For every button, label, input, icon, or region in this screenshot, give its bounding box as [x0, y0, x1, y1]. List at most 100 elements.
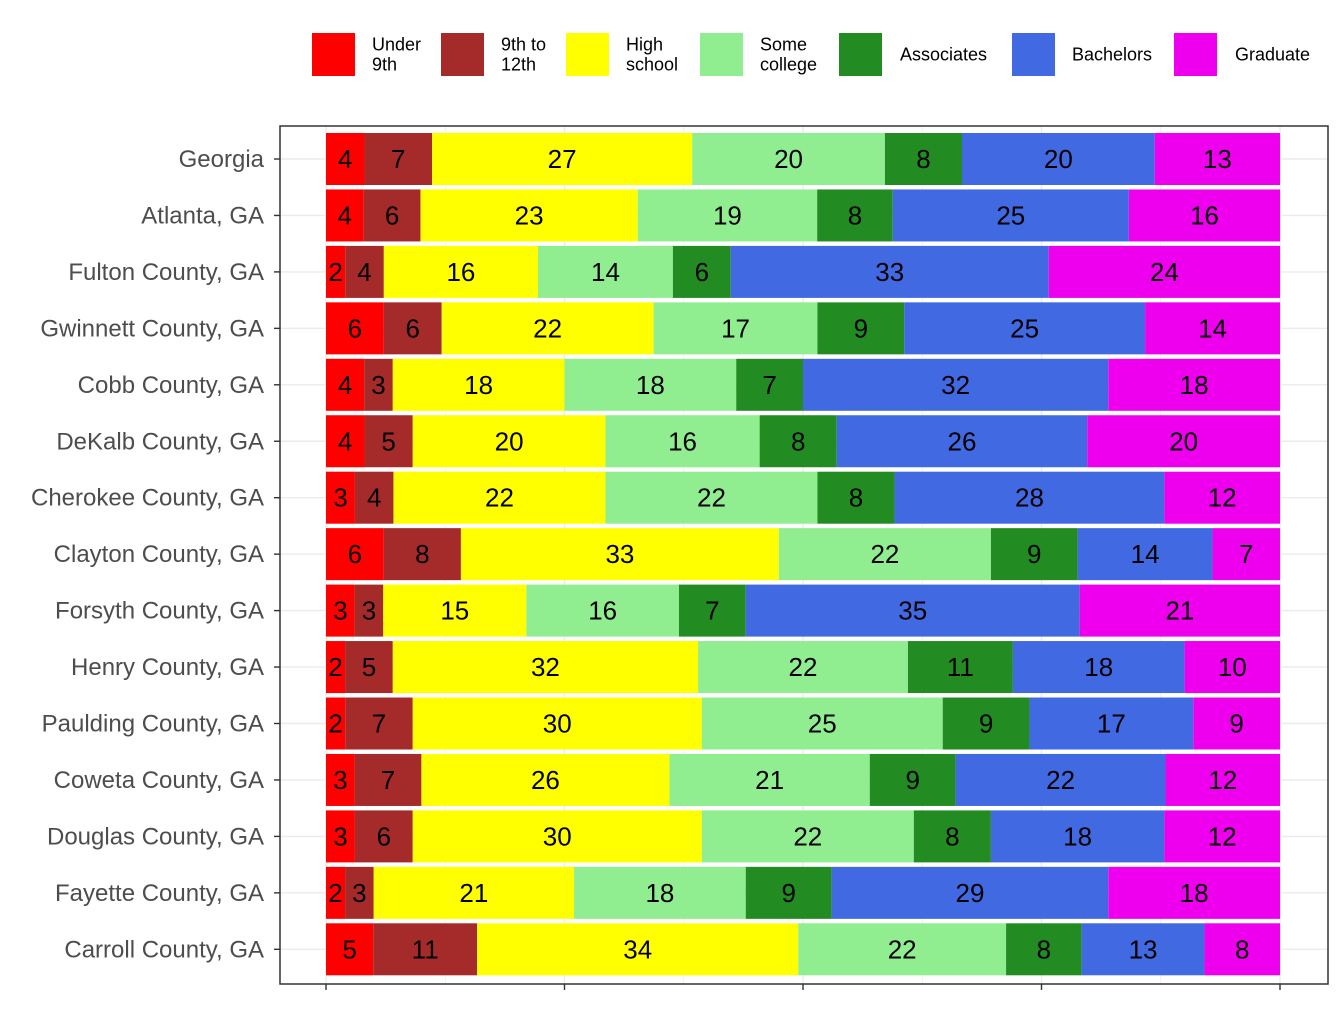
data-label: 8 — [415, 539, 429, 569]
data-label: 24 — [1150, 257, 1179, 287]
data-label: 17 — [1097, 709, 1126, 739]
bar-segment-high-school — [420, 189, 638, 242]
legend-key-under-9th — [312, 33, 355, 76]
data-label: 18 — [645, 878, 674, 908]
data-label: 22 — [533, 313, 562, 343]
y-tick-label: Cherokee County, GA — [31, 485, 264, 512]
bar-segment-graduate — [1204, 923, 1280, 976]
bar-segment-graduate — [1128, 189, 1280, 242]
bar-segment-bachelors — [1077, 528, 1213, 581]
data-label: 7 — [1239, 539, 1253, 569]
bar-segment-bachelors — [962, 133, 1155, 185]
bar-segment-9th-to-12th — [364, 415, 413, 468]
y-tick-label: Gwinnett County, GA — [40, 315, 264, 342]
bar-segment-9th-to-12th — [383, 528, 461, 581]
bar-segment-some-college — [701, 810, 914, 863]
bar-segment-under-9th — [326, 358, 365, 411]
bar-segment-associates — [817, 302, 905, 355]
legend-key-bachelors — [1012, 33, 1055, 76]
data-label: 8 — [791, 426, 805, 456]
legend-label: 9th — [372, 55, 397, 75]
data-label: 9 — [979, 709, 993, 739]
data-labels: 4 7 27 20 8 20 134 6 23 19 8 25 162 4 16 14 6 33 246 6 22 17 9… — [328, 144, 1253, 964]
data-label: 22 — [789, 652, 818, 682]
data-label: 4 — [357, 257, 371, 287]
data-label: 10 — [1218, 652, 1247, 682]
bar-segment-associates — [759, 415, 837, 468]
data-label: 16 — [668, 426, 697, 456]
bar-segment-graduate — [1165, 753, 1280, 806]
bar-segment-9th-to-12th — [345, 641, 393, 694]
legend-label: Under — [372, 35, 421, 55]
data-label: 8 — [848, 200, 862, 230]
y-tick-label: DeKalb County, GA — [56, 428, 264, 455]
data-label: 23 — [515, 200, 544, 230]
bar-segment-bachelors — [745, 584, 1080, 637]
bar-segment-associates — [817, 471, 895, 524]
data-label: 7 — [705, 596, 719, 626]
y-tick-label: Douglas County, GA — [47, 823, 264, 850]
data-label: 35 — [898, 596, 927, 626]
data-label: 22 — [888, 934, 917, 964]
bar-segment-graduate — [1048, 245, 1280, 298]
data-label: 18 — [636, 370, 665, 400]
bar-segment-bachelors — [904, 302, 1146, 355]
bar-segment-some-college — [692, 133, 885, 185]
data-label: 16 — [446, 257, 475, 287]
bar-segment-bachelors — [955, 753, 1166, 806]
data-label: 3 — [333, 821, 347, 851]
bar-segment-associates — [942, 697, 1030, 750]
y-tick-label: Forsyth County, GA — [55, 598, 264, 625]
bar-segment-9th-to-12th — [383, 302, 442, 355]
data-label: 4 — [338, 144, 352, 174]
legend-label: 9th to — [501, 35, 546, 55]
bar-segment-some-college — [798, 923, 1007, 976]
bar-segment-some-college — [538, 245, 673, 298]
data-label: 5 — [362, 652, 376, 682]
bar-segment-under-9th — [326, 866, 346, 919]
data-label: 33 — [875, 257, 904, 287]
data-label: 9 — [1027, 539, 1041, 569]
bar-segment-9th-to-12th — [364, 133, 432, 185]
bar-segment-bachelors — [803, 358, 1109, 411]
bar-segment-high-school — [392, 358, 565, 411]
data-label: 11 — [412, 934, 439, 964]
bar-segment-associates — [672, 245, 731, 298]
bar-segment-high-school — [432, 133, 693, 185]
data-label: 13 — [1129, 934, 1158, 964]
data-label: 32 — [531, 652, 560, 682]
bar-segment-graduate — [1145, 302, 1280, 355]
data-label: 21 — [755, 765, 784, 795]
data-label: 8 — [1037, 934, 1051, 964]
data-label: 30 — [543, 709, 572, 739]
bar-segment-9th-to-12th — [345, 245, 384, 298]
bar-segment-associates — [745, 866, 832, 919]
legend-key-high-school — [566, 33, 609, 76]
data-label: 21 — [459, 878, 488, 908]
data-label: 27 — [548, 144, 577, 174]
bar-segment-some-college — [564, 358, 737, 411]
bar-segment-under-9th — [326, 584, 355, 637]
bar-segment-some-college — [698, 641, 908, 694]
data-label: 25 — [996, 200, 1025, 230]
bar-segment-under-9th — [326, 810, 355, 863]
bar-segment-graduate — [1193, 697, 1280, 750]
bar-segment-graduate — [1164, 471, 1280, 524]
bar-segment-high-school — [460, 528, 779, 581]
data-label: 13 — [1203, 144, 1232, 174]
data-label: 4 — [367, 483, 381, 513]
data-label: 28 — [1015, 483, 1044, 513]
bar-segment-under-9th — [326, 753, 355, 806]
data-label: 6 — [377, 821, 391, 851]
y-tick-label: Fulton County, GA — [68, 259, 264, 286]
bar-segment-under-9th — [326, 641, 346, 694]
bar-segment-associates — [1006, 923, 1082, 976]
data-label: 18 — [464, 370, 493, 400]
data-label: 9 — [781, 878, 795, 908]
data-label: 14 — [591, 257, 620, 287]
data-label: 6 — [695, 257, 709, 287]
data-label: 15 — [440, 596, 469, 626]
bar-segment-9th-to-12th — [345, 697, 413, 750]
